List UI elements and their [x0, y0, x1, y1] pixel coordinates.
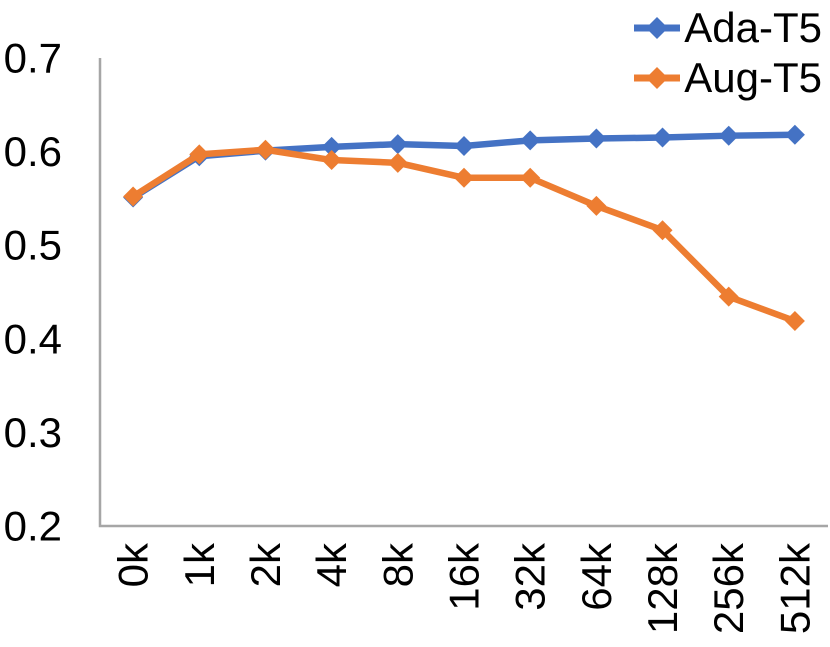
x-tick-label: 64k	[573, 542, 620, 611]
data-point-marker	[520, 130, 541, 151]
data-point-marker	[520, 167, 541, 188]
data-point-marker	[652, 127, 673, 148]
y-tick-label: 0.5	[4, 222, 62, 269]
data-point-marker	[718, 125, 739, 146]
data-point-marker	[321, 150, 342, 171]
x-tick-label: 32k	[507, 542, 554, 611]
x-tick-label: 256k	[705, 542, 752, 634]
data-point-marker	[718, 286, 739, 307]
data-point-marker	[586, 128, 607, 149]
data-point-marker	[321, 136, 342, 157]
x-tick-label: 512k	[771, 542, 818, 634]
data-point-marker	[123, 186, 144, 207]
data-point-marker	[784, 311, 805, 332]
y-tick-label: 0.4	[4, 315, 62, 362]
y-tick-label: 0.2	[4, 503, 62, 550]
legend-label: Aug-T5	[684, 54, 822, 101]
data-point-marker	[454, 167, 474, 188]
legend-item: Aug-T5	[633, 54, 822, 102]
legend-marker	[634, 17, 681, 39]
x-tick-label: 8k	[374, 542, 421, 587]
y-tick-label: 0.3	[4, 409, 62, 456]
x-tick-label: 2k	[242, 542, 289, 587]
y-tick-label: 0.7	[4, 35, 62, 82]
data-point-marker	[784, 124, 805, 145]
data-point-marker	[652, 220, 673, 241]
legend-item: Ada-T5	[633, 4, 822, 52]
axis-lines	[98, 58, 828, 528]
data-point-marker	[255, 139, 276, 160]
legend-label: Ada-T5	[684, 4, 822, 51]
legend-marker	[634, 67, 681, 89]
y-tick-label: 0.6	[4, 128, 62, 175]
legend: Ada-T5 Aug-T5	[633, 4, 822, 102]
data-point-marker	[387, 134, 408, 155]
data-point-marker	[586, 195, 607, 216]
x-tick-label: 1k	[176, 542, 223, 587]
data-point-marker	[387, 152, 408, 173]
x-tick-label: 128k	[639, 542, 686, 634]
x-tick-label: 16k	[441, 542, 488, 611]
data-point-marker	[454, 135, 474, 156]
data-point-marker	[189, 144, 210, 165]
x-tick-label: 0k	[110, 542, 157, 587]
x-tick-label: 4k	[308, 542, 355, 587]
